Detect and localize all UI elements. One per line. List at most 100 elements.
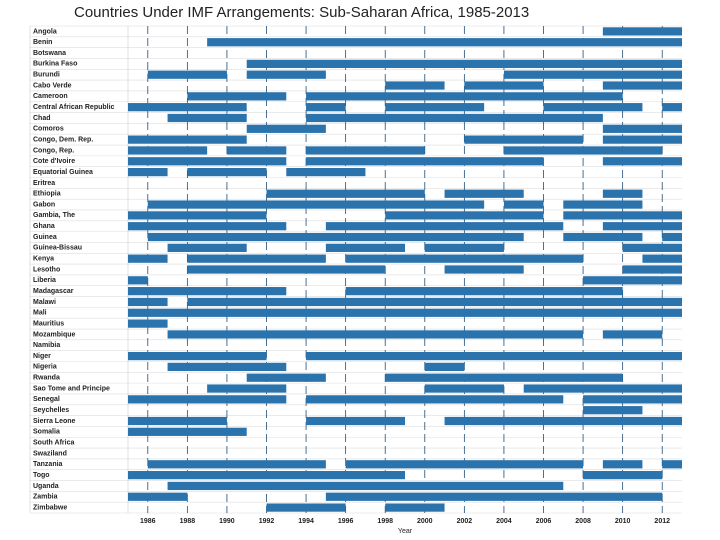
range-bar [128, 103, 247, 112]
range-bar [385, 373, 623, 382]
range-bar [385, 81, 445, 90]
row-label: Angola [33, 28, 57, 35]
range-bar [246, 70, 326, 79]
row-label: Madagascar [33, 288, 74, 295]
range-bar [306, 157, 544, 166]
range-bar [602, 330, 663, 339]
range-bar [602, 124, 682, 133]
x-tick-label: 2000 [417, 518, 433, 525]
range-bar [306, 146, 425, 155]
range-bar [128, 254, 168, 263]
range-bar [385, 103, 485, 112]
range-bar [345, 254, 584, 263]
row-label: Senegal [33, 396, 60, 403]
row-label: Equatorial Guinea [33, 169, 93, 176]
row-label: Comoros [33, 126, 64, 133]
range-bar [128, 135, 247, 144]
range-bar [246, 124, 326, 133]
row-label: Niger [33, 353, 51, 360]
range-bar [128, 427, 247, 436]
row-label: Cabo Verde [33, 82, 72, 89]
row-label: Rwanda [33, 375, 60, 382]
row-label: Central African Republic [33, 104, 115, 111]
range-bar [385, 503, 445, 512]
range-bar [602, 27, 682, 36]
x-tick-label: 1988 [180, 518, 196, 525]
range-bar [602, 135, 682, 144]
range-bar [503, 200, 544, 209]
row-label: Cote d'Ivoire [33, 158, 75, 165]
range-bar [128, 167, 168, 177]
row-label: Cameroon [33, 93, 68, 100]
row-label: Uganda [33, 483, 59, 490]
x-tick-label: 2012 [654, 518, 670, 525]
range-bar [128, 146, 208, 155]
row-label: Tanzania [33, 461, 63, 468]
row-label: Lesotho [33, 266, 60, 273]
range-bar [128, 276, 148, 285]
range-bar [128, 492, 188, 501]
range-bar [642, 254, 682, 263]
range-bar [128, 211, 267, 220]
range-bar [246, 59, 682, 68]
range-bar [583, 471, 663, 480]
row-label: Mozambique [33, 331, 75, 338]
range-bar [128, 395, 287, 404]
x-tick-label: 2008 [575, 518, 591, 525]
range-bar [444, 416, 682, 426]
range-bar [622, 243, 682, 252]
range-bar [128, 222, 287, 231]
range-bar [444, 189, 524, 198]
x-tick-label: 1996 [338, 518, 354, 525]
row-label: Mauritius [33, 320, 64, 327]
range-bar [266, 189, 425, 198]
range-bar [246, 373, 326, 382]
range-bar [602, 157, 682, 166]
row-label: Namibia [33, 342, 60, 349]
range-bar [543, 103, 643, 112]
row-label: Nigeria [33, 364, 57, 371]
range-bar [147, 70, 227, 79]
row-label: Botswana [33, 50, 66, 57]
range-bar [226, 146, 287, 155]
range-bar [266, 503, 346, 512]
x-tick-label: 2010 [615, 518, 631, 525]
range-bar [662, 103, 682, 112]
range-bar [167, 362, 287, 372]
x-tick-label: 1992 [259, 518, 275, 525]
row-label: Swaziland [33, 450, 67, 457]
row-label: Seychelles [33, 407, 69, 414]
range-bar [128, 157, 287, 166]
range-bar [128, 319, 168, 328]
row-label: Togo [33, 472, 50, 479]
x-tick-label: 2004 [496, 518, 512, 525]
range-bar [167, 481, 564, 491]
row-label: Malawi [33, 299, 56, 306]
range-bar [424, 384, 504, 393]
range-bar [286, 167, 366, 177]
row-label: Burundi [33, 72, 60, 79]
row-label: Somalia [33, 429, 60, 436]
row-label: Eritrea [33, 180, 55, 187]
row-label: Sierra Leone [33, 418, 76, 425]
row-label: Congo, Dem. Rep. [33, 136, 93, 143]
range-bar [187, 254, 326, 263]
range-bar [306, 113, 603, 123]
range-bar [424, 243, 504, 252]
x-tick-label: 2002 [457, 518, 473, 525]
range-bar [503, 70, 682, 79]
range-bar [602, 81, 682, 90]
range-bar [602, 460, 643, 469]
row-label: Ethiopia [33, 191, 61, 198]
range-bar [563, 232, 643, 242]
range-bar [464, 135, 584, 144]
range-bar [167, 243, 247, 252]
range-bar [583, 395, 682, 404]
range-bar [147, 460, 326, 469]
row-label: Mali [33, 310, 47, 317]
range-bar [602, 222, 682, 231]
range-bar [187, 265, 386, 274]
range-bar [464, 81, 544, 90]
range-bar [345, 287, 623, 296]
